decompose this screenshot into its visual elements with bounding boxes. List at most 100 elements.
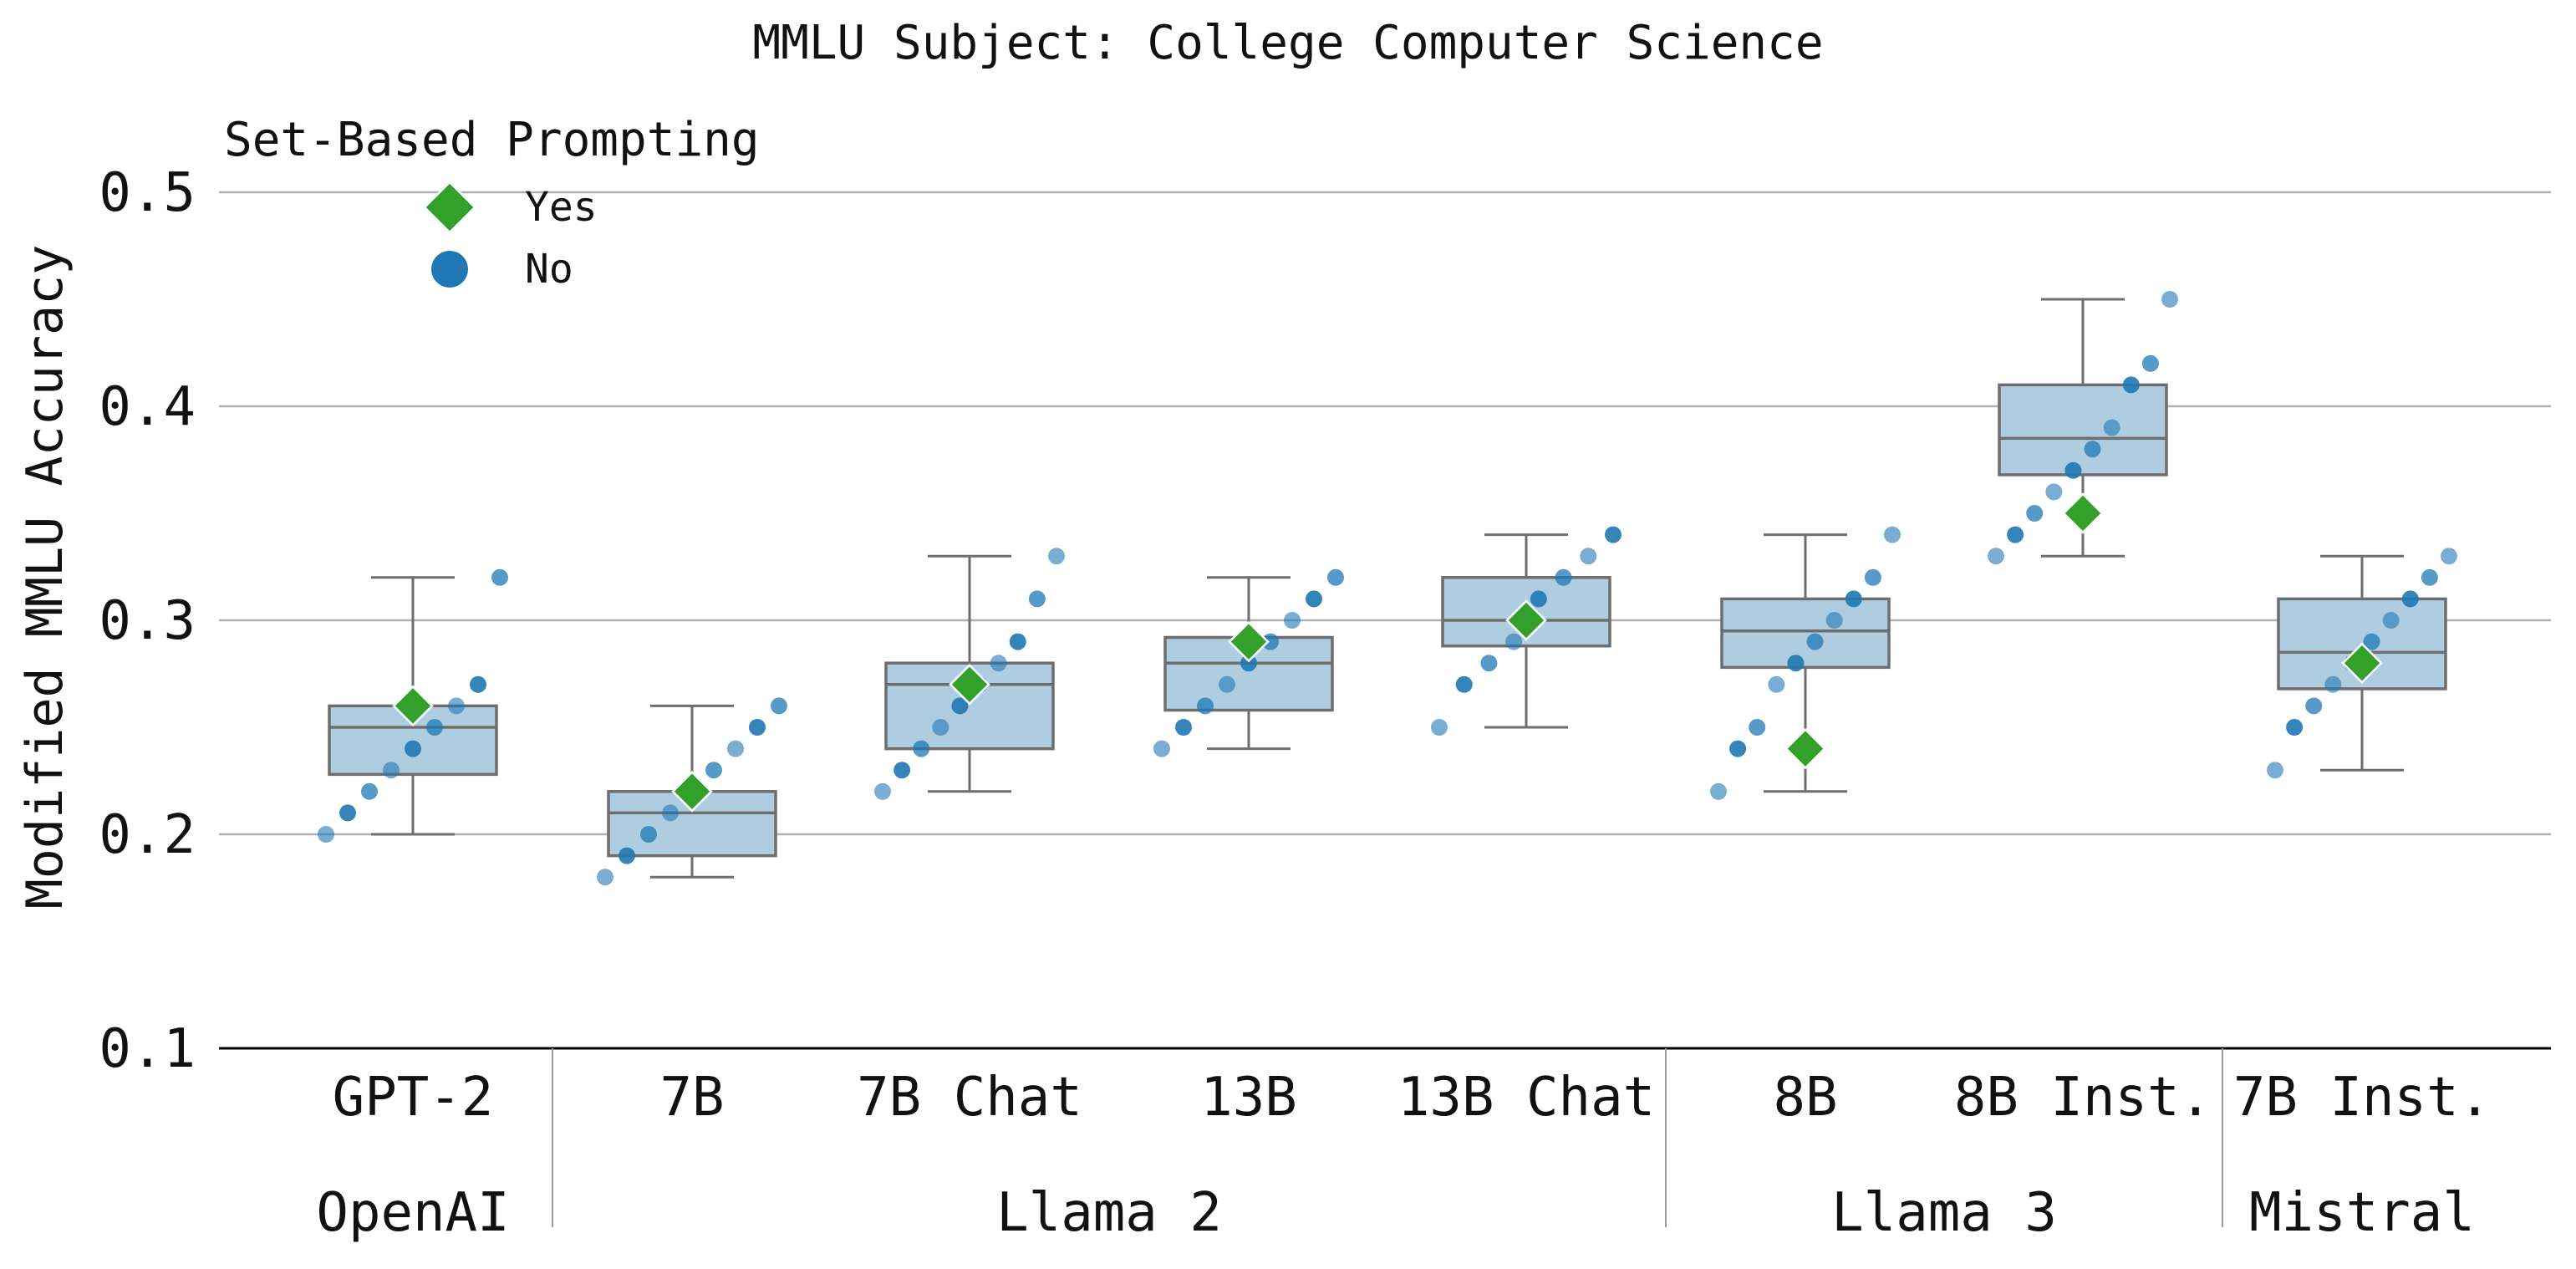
point-no	[749, 719, 766, 736]
point-no	[2122, 376, 2140, 394]
point-no	[1153, 740, 1170, 757]
gridlines	[219, 191, 2551, 836]
point-no	[2363, 633, 2380, 650]
point-no	[1284, 612, 1301, 629]
y-tick-label: 0.1	[99, 1018, 196, 1080]
point-no	[2161, 291, 2178, 308]
point-no	[2084, 441, 2101, 458]
group-label: Llama 3	[1831, 1182, 2057, 1244]
point-no	[1710, 782, 1727, 800]
group-label: Llama 2	[996, 1182, 1222, 1244]
box-iqr	[607, 790, 777, 858]
point-no	[491, 568, 508, 586]
point-no	[2026, 505, 2044, 522]
point-no	[1605, 526, 1621, 543]
point-no	[1048, 548, 1065, 565]
point-no	[1749, 719, 1766, 736]
data-points	[318, 291, 2457, 886]
legend-label: No	[525, 246, 573, 293]
x-tick-label: 8B Inst.	[1954, 1067, 2212, 1129]
point-no	[1555, 568, 1572, 586]
point-no	[2141, 354, 2159, 372]
point-no	[771, 697, 787, 715]
point-no	[1240, 655, 1257, 672]
x-tick-label: 7B	[659, 1067, 724, 1129]
point-yes-diamond	[1228, 620, 1270, 663]
point-no	[990, 655, 1007, 672]
point-no	[1768, 675, 1785, 693]
point-no	[1884, 526, 1901, 543]
point-no	[339, 804, 356, 822]
box-5	[1720, 533, 1891, 793]
axes: 0.1 0.2 0.3 0.4 0.5 GPT-2 7B 7B Chat 13B 13B Chat…	[99, 162, 2551, 1244]
point-no	[2007, 526, 2024, 543]
point-no	[383, 762, 400, 779]
point-no	[2286, 719, 2304, 736]
point-no	[1262, 633, 1279, 650]
point-no	[874, 782, 891, 800]
box-2	[884, 554, 1055, 793]
point-yes-diamond	[2062, 492, 2104, 534]
x-tick-label: 13B	[1200, 1067, 1297, 1129]
point-no	[448, 697, 465, 715]
point-no	[1175, 719, 1192, 736]
point-no	[426, 719, 443, 736]
point-no	[1009, 633, 1026, 650]
y-tick-label: 0.5	[99, 162, 196, 224]
legend-marker-no	[431, 251, 468, 288]
box-iqr	[884, 661, 1055, 751]
point-no	[1480, 655, 1498, 672]
y-tick-label: 0.2	[99, 804, 196, 866]
point-no	[1431, 719, 1448, 736]
point-no	[619, 847, 635, 864]
point-no	[951, 697, 969, 715]
point-no	[597, 869, 613, 886]
point-no	[405, 740, 421, 757]
point-no	[470, 675, 486, 693]
point-no	[2382, 612, 2400, 629]
legend-marker-yes	[423, 181, 476, 234]
legend-title: Set-Based Prompting	[224, 113, 760, 167]
point-no	[1787, 655, 1805, 672]
chart-title: MMLU Subject: College Computer Science	[752, 16, 1823, 70]
point-no	[318, 826, 334, 843]
point-no	[1219, 675, 1235, 693]
box-6	[1998, 298, 2168, 558]
point-no	[1864, 568, 1881, 586]
x-tick-label: 8B	[1773, 1067, 1837, 1129]
point-no	[1197, 697, 1214, 715]
y-axis-label: Modified MMLU Accuracy	[16, 245, 74, 910]
point-no	[1806, 633, 1824, 650]
point-no	[1580, 548, 1597, 565]
box-iqr	[1998, 383, 2168, 477]
x-tick-label: 13B Chat	[1397, 1067, 1655, 1129]
point-no	[1327, 568, 1344, 586]
point-no	[913, 740, 930, 757]
point-no	[2305, 697, 2323, 715]
point-no	[932, 719, 949, 736]
point-no	[893, 762, 911, 779]
point-no	[1530, 590, 1547, 608]
point-no	[2441, 548, 2457, 565]
point-yes-diamond	[392, 685, 434, 727]
point-yes-diamond	[671, 771, 713, 813]
group-label: Mistral	[2249, 1182, 2475, 1244]
point-no	[1825, 612, 1843, 629]
point-no	[1505, 633, 1523, 650]
legend: Set-Based Prompting Yes No	[224, 113, 760, 293]
point-no	[1729, 740, 1747, 757]
legend-label: Yes	[525, 184, 598, 231]
point-yes-diamond	[2341, 642, 2383, 684]
x-tick-label: 7B Chat	[857, 1067, 1082, 1129]
point-no	[2421, 568, 2438, 586]
point-yes-diamond	[949, 664, 990, 706]
point-yes-diamond	[1784, 727, 1826, 770]
y-tick-label: 0.4	[99, 376, 196, 438]
group-label: OpenAI	[316, 1182, 509, 1244]
point-no	[2324, 675, 2342, 693]
x-tick-label: GPT-2	[333, 1067, 494, 1129]
point-no	[1845, 590, 1862, 608]
point-no	[662, 804, 679, 822]
point-no	[1028, 590, 1046, 608]
